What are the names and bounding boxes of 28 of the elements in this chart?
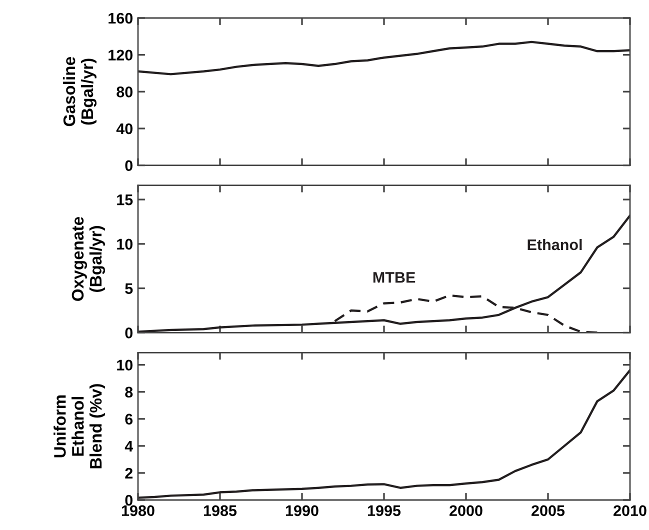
y-axis-title: Oxygenate (Bgal/yr) bbox=[72, 216, 106, 301]
y-tick-label: 120 bbox=[108, 50, 133, 61]
y-tick-label: 15 bbox=[117, 194, 133, 206]
line-series bbox=[138, 40, 630, 76]
x-tick-label: 1995 bbox=[368, 505, 401, 516]
y-axis-title: Gasoline (Bgal/yr) bbox=[62, 57, 97, 126]
x-tick-label: 1990 bbox=[286, 505, 318, 516]
y-tick-label: 40 bbox=[116, 123, 133, 134]
y-tick-label: 10 bbox=[117, 360, 133, 371]
y-axis-title: Uniform Ethanol Blend (%v) bbox=[54, 384, 106, 468]
y-tick-label: 2 bbox=[125, 468, 133, 478]
x-tick-label: 1980 bbox=[122, 505, 154, 516]
y-tick-label: 0 bbox=[125, 494, 133, 506]
x-tick-label: 2000 bbox=[450, 505, 482, 516]
y-tick-label: 6 bbox=[125, 414, 133, 425]
y-tick-label: 8 bbox=[125, 386, 133, 398]
x-tick-label: 1985 bbox=[204, 505, 237, 516]
y-tick-label: 0 bbox=[125, 328, 133, 338]
x-tick-label: 2010 bbox=[614, 505, 646, 516]
x-tick-label: 2005 bbox=[532, 505, 565, 516]
y-tick-label: 0 bbox=[125, 160, 133, 172]
series-label: Ethanol bbox=[528, 238, 582, 250]
y-tick-label: 10 bbox=[117, 238, 133, 250]
y-tick-label: 5 bbox=[125, 283, 133, 294]
y-tick-label: 80 bbox=[116, 86, 133, 98]
series-label: MTBE bbox=[373, 272, 416, 283]
y-tick-label: 160 bbox=[108, 12, 133, 24]
y-tick-label: 4 bbox=[124, 440, 134, 452]
